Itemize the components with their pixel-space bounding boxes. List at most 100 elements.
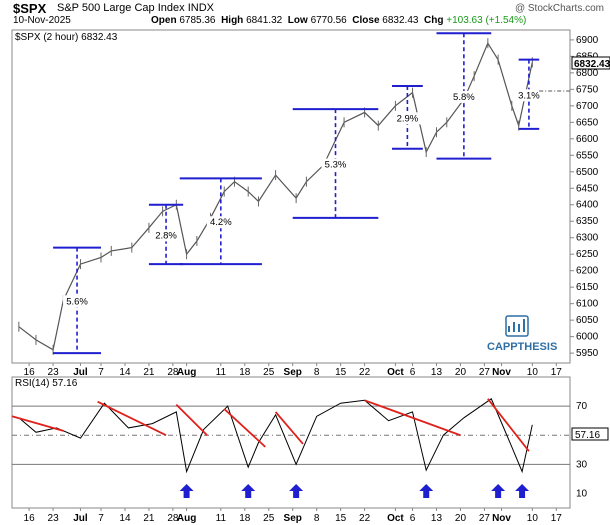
brand-bars-icon <box>508 319 525 332</box>
price-tag-box <box>571 56 610 70</box>
annotation-label: 2.9% <box>397 113 419 124</box>
rsi-x-tick-label: 6 <box>410 513 416 524</box>
annotation-label: 2.8% <box>155 230 177 241</box>
rsi-x-tick-label: Jul <box>73 513 88 524</box>
price-y-tick-label: 6000 <box>576 332 599 343</box>
rsi-trendline <box>97 400 167 437</box>
rsi-x-tick-label: 18 <box>239 513 251 524</box>
price-y-tick-label: 6600 <box>576 134 599 145</box>
price-y-tick-label: 6300 <box>576 233 599 244</box>
close-label: Close <box>352 15 380 26</box>
price-y-tick-label: 6700 <box>576 101 599 112</box>
annotation-label: 3.1% <box>518 90 540 101</box>
price-x-tick-label: 18 <box>239 367 251 378</box>
low-value: 6770.56 <box>310 15 347 26</box>
price-y-tick-label: 6400 <box>576 200 599 211</box>
rsi-trendline <box>364 399 461 437</box>
rsi-x-tick-label: 10 <box>527 513 539 524</box>
price-y-tick-label: 5950 <box>576 348 599 359</box>
rsi-x-tick-label: 25 <box>263 513 275 524</box>
annotation-label-bg <box>514 89 543 102</box>
price-x-tick-label: Aug <box>177 367 196 378</box>
rsi-x-tick-label: 22 <box>359 513 371 524</box>
price-x-tick-label: 28 <box>167 367 179 378</box>
price-panel <box>11 29 571 364</box>
rsi-x-tick-label: 28 <box>167 513 179 524</box>
price-y-tick-label: 6550 <box>576 150 599 161</box>
rsi-low-arrows <box>179 483 530 498</box>
rsi-x-tick-label: 21 <box>143 513 155 524</box>
price-x-tick-label: 16 <box>24 367 36 378</box>
annotation-label-bg <box>152 229 181 242</box>
annotation-label-bg <box>321 158 350 171</box>
price-x-tick-label: Oct <box>387 367 404 378</box>
price-x-tick-label: Nov <box>492 367 511 378</box>
rsi-trendline <box>175 404 208 436</box>
brand-text: CAPPTHESIS <box>487 341 557 353</box>
brand-logo-icon <box>505 315 529 337</box>
move-annotations: 5.6% 2.8% 4.2% 5.3% 2.9% 5.8% 3.1% <box>53 32 570 355</box>
rsi-x-tick-label: 23 <box>48 513 60 524</box>
rsi-panel-frame <box>11 376 571 509</box>
price-y-tick-label: 6800 <box>576 68 599 79</box>
price-y-tick-label: 6750 <box>576 84 599 95</box>
annotation-label: 5.3% <box>325 160 347 171</box>
annotation-label-bg <box>449 90 478 103</box>
annotation-label: 5.6% <box>66 296 88 307</box>
up-arrow-icon <box>515 483 530 498</box>
price-y-tick-label: 6900 <box>576 35 599 46</box>
price-x-tick-label: 14 <box>119 367 131 378</box>
annotation-label-bg <box>393 112 422 125</box>
rsi-y-tick-label: 70 <box>576 401 588 412</box>
rsi-x-tick-label: 20 <box>455 513 467 524</box>
rsi-series <box>18 398 533 474</box>
price-x-tick-label: 7 <box>98 367 104 378</box>
rsi-tag: 57.16 <box>575 430 600 441</box>
rsi-x-tick-label: Nov <box>492 513 511 524</box>
rsi-x-tick-label: 14 <box>119 513 131 524</box>
price-y-axis: 5950 6000 6050 6100 6150 6200 6250 6300 6350 6400… <box>570 35 599 359</box>
low-label: Low <box>287 15 308 26</box>
price-x-tick-label: 25 <box>263 367 275 378</box>
rsi-x-tick-label: 15 <box>335 513 347 524</box>
rsi-x-tick-label: Sep <box>284 513 302 524</box>
up-arrow-icon <box>419 483 434 498</box>
price-y-tick-label: 6200 <box>576 266 599 277</box>
price-legend: $SPX (2 hour) 6832.43 <box>15 32 118 43</box>
price-x-tick-label: 11 <box>216 367 227 378</box>
high-label: High <box>221 15 244 26</box>
rsi-y-tick-label: 10 <box>576 488 588 499</box>
chg-value: +103.63 (+1.54%) <box>446 15 527 26</box>
price-x-tick-label: 8 <box>314 367 320 378</box>
open-value: 6785.36 <box>179 15 216 26</box>
price-x-tick-label: 17 <box>551 367 563 378</box>
rsi-x-tick-label: 8 <box>314 513 320 524</box>
price-y-tick-label: 6350 <box>576 216 599 227</box>
rsi-x-tick-label: 11 <box>216 513 227 524</box>
price-x-tick-label: 15 <box>335 367 347 378</box>
date: 10-Nov-2025 <box>13 15 71 26</box>
rsi-tag-box <box>571 427 609 441</box>
rsi-trendline <box>487 398 530 452</box>
rsi-x-tick-label: 17 <box>551 513 563 524</box>
price-y-tick-label: 6250 <box>576 249 599 260</box>
price-x-tick-label: 21 <box>143 367 155 378</box>
rsi-x-tick-label: 13 <box>431 513 443 524</box>
chart-header: $SPX S&P 500 Large Cap Index INDX @ Stoc… <box>0 0 610 26</box>
chg-label: Chg <box>424 15 444 26</box>
open-label: Open <box>151 15 177 26</box>
annotation-label: 5.8% <box>453 92 475 103</box>
annotation-label: 4.2% <box>210 217 232 228</box>
rsi-line <box>18 398 533 474</box>
rsi-panel: 10305070 <box>11 376 588 509</box>
price-x-tick-label: Jul <box>73 367 88 378</box>
quote-line: Open 6785.36 High 6841.32 Low 6770.56 Cl… <box>151 15 526 26</box>
price-x-tick-label: 27 <box>479 367 491 378</box>
price-panel-frame <box>11 29 571 364</box>
up-arrow-icon <box>491 483 506 498</box>
price-x-tick-label: Sep <box>284 367 302 378</box>
price-y-tick-label: 6650 <box>576 117 599 128</box>
up-arrow-icon <box>241 483 256 498</box>
up-arrow-icon <box>289 483 304 498</box>
